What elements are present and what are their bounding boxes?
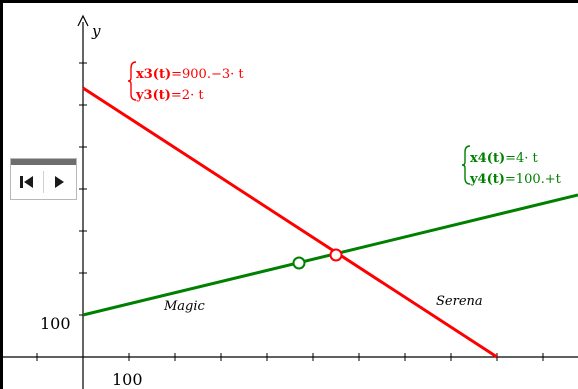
svg-text:x4(t)=4· t: x4(t)=4· t [470,151,539,166]
y3-lhs: y3(t) [135,88,171,103]
reset-animation-button[interactable] [13,169,41,195]
magic-expression[interactable]: x4(t)=4· t y4(t)=100.+t [461,145,562,187]
x-tick-label: 100 [112,370,143,389]
y4-rhs: =100.+t [505,172,562,187]
play-animation-button[interactable] [45,169,73,195]
serena-trace-point[interactable] [329,248,343,262]
graph-svg[interactable]: y 100 100 Magic Serena x3(t)=900.−3· t y… [3,3,578,389]
svg-text:y4(t)=100.+t: y4(t)=100.+t [469,172,562,187]
x3-lhs: x3(t) [136,67,171,82]
x4-lhs: x4(t) [470,151,505,166]
y4-lhs: y4(t) [469,172,505,187]
animation-separator [43,171,44,193]
animation-controls [10,158,77,200]
magic-label: Magic [163,299,206,314]
serena-line[interactable] [82,86,498,359]
serena-expression[interactable]: x3(t)=900.−3· t y3(t)=2· t [127,61,244,103]
animation-controls-bar [11,159,76,165]
play-icon [55,176,64,188]
serena-label: Serena [436,294,483,309]
svg-text:x3(t)=900.−3· t: x3(t)=900.−3· t [136,67,244,82]
graph-canvas[interactable]: y 100 100 Magic Serena x3(t)=900.−3· t y… [3,3,578,389]
x3-rhs: =900.−3· t [171,67,244,82]
y-tick-label: 100 [40,314,71,333]
y3-rhs: =2· t [171,88,204,103]
brace-icon [127,61,137,101]
svg-text:y3(t)=2· t: y3(t)=2· t [135,88,204,103]
x4-rhs: =4· t [505,151,538,166]
magic-trace-point[interactable] [292,256,306,270]
skip-to-start-icon [20,176,33,188]
y-axis-arrow [77,14,89,27]
y-axis-label: y [91,22,101,40]
brace-icon [461,145,471,185]
